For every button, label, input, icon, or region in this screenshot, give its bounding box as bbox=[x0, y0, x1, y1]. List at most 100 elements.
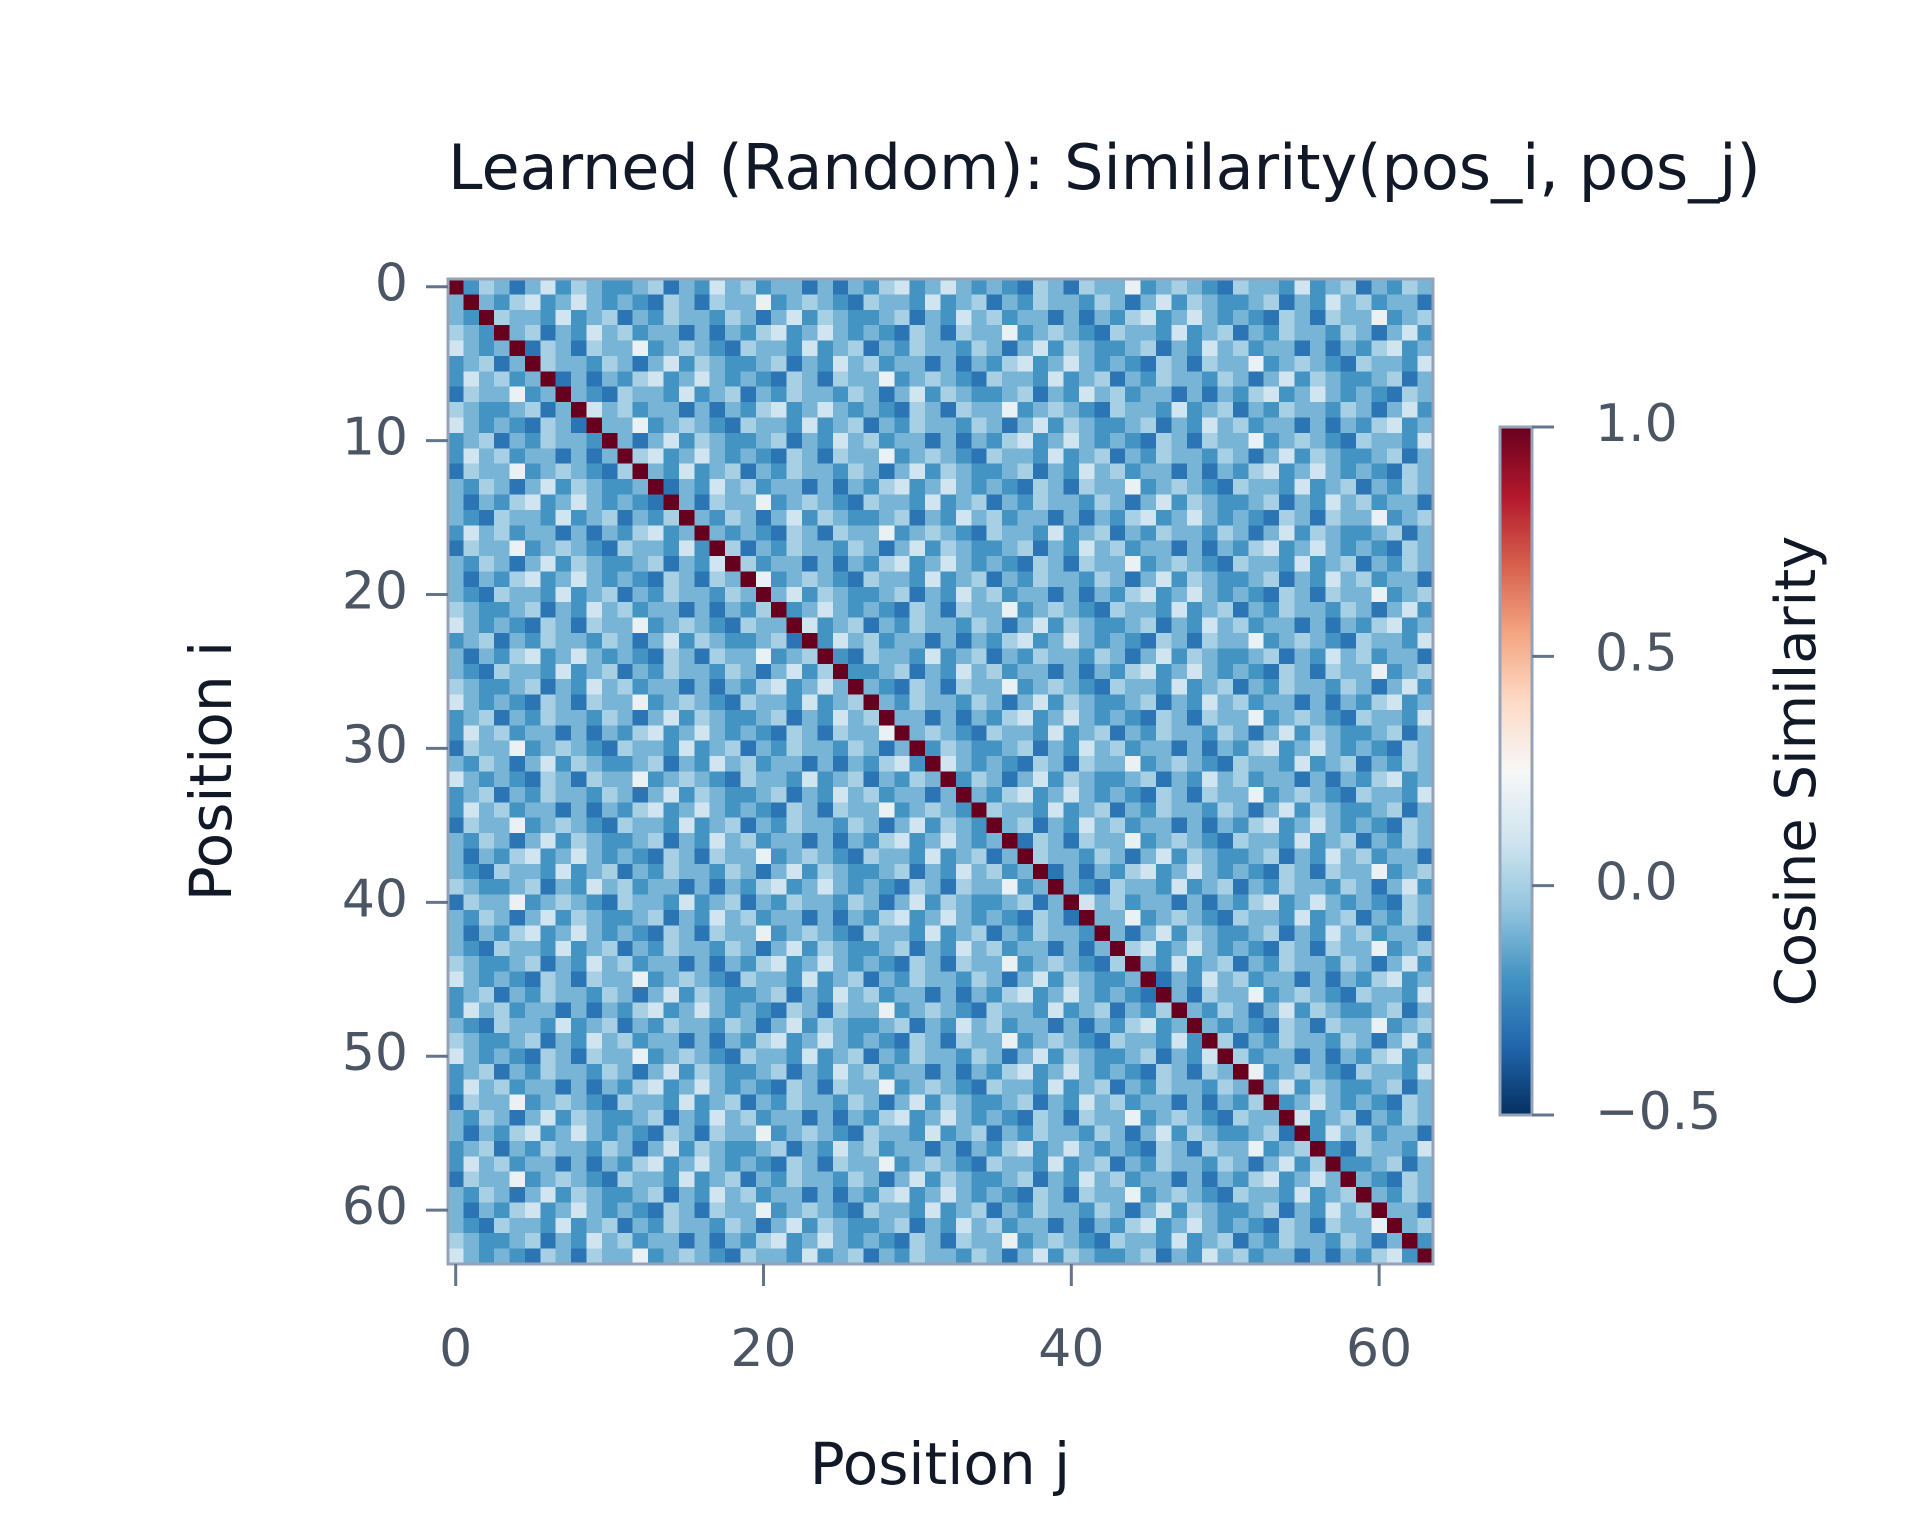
heatmap-cell bbox=[601, 894, 618, 911]
heatmap-cell bbox=[1371, 325, 1388, 342]
heatmap-cell bbox=[986, 279, 1003, 295]
heatmap-cell bbox=[694, 479, 711, 496]
heatmap-cell bbox=[955, 986, 972, 1003]
heatmap-cell bbox=[509, 340, 526, 357]
heatmap-cell bbox=[1017, 1171, 1034, 1188]
heatmap-cell bbox=[1309, 663, 1326, 680]
heatmap-cell bbox=[1017, 586, 1034, 603]
heatmap-cell bbox=[555, 956, 572, 973]
heatmap-cell bbox=[540, 910, 557, 927]
heatmap-cell bbox=[1017, 556, 1034, 573]
heatmap-cell bbox=[524, 863, 541, 880]
heatmap-cell bbox=[725, 617, 742, 634]
heatmap-cell bbox=[1263, 817, 1280, 834]
heatmap-cell bbox=[648, 309, 665, 326]
heatmap-cell bbox=[448, 294, 464, 311]
heatmap-cell bbox=[1048, 709, 1065, 726]
heatmap-cell bbox=[663, 525, 680, 542]
heatmap-cell bbox=[925, 432, 942, 449]
heatmap-cell bbox=[940, 709, 957, 726]
heatmap-cell bbox=[648, 448, 665, 465]
heatmap-cell bbox=[1186, 1125, 1203, 1142]
heatmap-cell bbox=[663, 617, 680, 634]
heatmap-cell bbox=[801, 386, 818, 403]
heatmap-cell bbox=[632, 509, 649, 526]
heatmap-cell bbox=[909, 1248, 926, 1265]
heatmap-cell bbox=[1386, 833, 1403, 850]
heatmap-cell bbox=[1325, 802, 1342, 819]
heatmap-cell bbox=[909, 925, 926, 942]
heatmap-cell bbox=[925, 479, 942, 496]
heatmap-cell bbox=[1017, 879, 1034, 896]
heatmap-cell bbox=[555, 1202, 572, 1219]
heatmap-cell bbox=[971, 648, 988, 665]
heatmap-cell bbox=[524, 663, 541, 680]
heatmap-cell bbox=[940, 663, 957, 680]
heatmap-cell bbox=[1140, 279, 1157, 295]
heatmap-cell bbox=[940, 371, 957, 388]
heatmap-cell bbox=[1402, 340, 1419, 357]
heatmap-cell bbox=[801, 648, 818, 665]
heatmap-cell bbox=[1155, 925, 1172, 942]
heatmap-cell bbox=[1063, 817, 1080, 834]
heatmap-cell bbox=[1417, 309, 1434, 326]
heatmap-cell bbox=[1125, 632, 1142, 649]
heatmap-cell bbox=[463, 1033, 480, 1050]
heatmap-cell bbox=[971, 417, 988, 434]
heatmap-cell bbox=[771, 725, 788, 742]
heatmap-cell bbox=[771, 586, 788, 603]
heatmap-cell bbox=[648, 833, 665, 850]
heatmap-cell bbox=[494, 1217, 511, 1234]
heatmap-cell bbox=[817, 709, 834, 726]
heatmap-cell bbox=[863, 894, 880, 911]
heatmap-cell bbox=[1094, 1048, 1111, 1065]
heatmap-cell bbox=[617, 910, 634, 927]
heatmap-cell bbox=[494, 986, 511, 1003]
heatmap-cell bbox=[1079, 463, 1096, 480]
heatmap-cell bbox=[1248, 833, 1265, 850]
heatmap-cell bbox=[1356, 925, 1373, 942]
heatmap-cell bbox=[1048, 1233, 1065, 1250]
heatmap-cell bbox=[1386, 586, 1403, 603]
heatmap-cell bbox=[494, 1248, 511, 1265]
heatmap-cell bbox=[1402, 540, 1419, 557]
heatmap-cell bbox=[740, 556, 757, 573]
heatmap-cell bbox=[1186, 925, 1203, 942]
heatmap-cell bbox=[1032, 402, 1049, 419]
heatmap-cell bbox=[601, 771, 618, 788]
heatmap-cell bbox=[678, 509, 695, 526]
heatmap-cell bbox=[1340, 1094, 1357, 1111]
heatmap-cell bbox=[1109, 833, 1126, 850]
heatmap-cell bbox=[463, 602, 480, 619]
heatmap-cell bbox=[1294, 494, 1311, 511]
heatmap-cell bbox=[955, 448, 972, 465]
heatmap-cell bbox=[1186, 1110, 1203, 1127]
heatmap-cell bbox=[1263, 863, 1280, 880]
heatmap-cell bbox=[801, 1002, 818, 1019]
heatmap-cell bbox=[1402, 448, 1419, 465]
heatmap-cell bbox=[786, 956, 803, 973]
heatmap-cell bbox=[1048, 894, 1065, 911]
heatmap-cell bbox=[1079, 956, 1096, 973]
heatmap-cell bbox=[1356, 386, 1373, 403]
heatmap-cell bbox=[1002, 325, 1019, 342]
heatmap-cell bbox=[1309, 1063, 1326, 1080]
heatmap-cell bbox=[1248, 509, 1265, 526]
heatmap-cell bbox=[1248, 694, 1265, 711]
heatmap-cell bbox=[1002, 863, 1019, 880]
heatmap-cell bbox=[1294, 556, 1311, 573]
heatmap-cell bbox=[1279, 279, 1296, 295]
heatmap-cell bbox=[1279, 1171, 1296, 1188]
heatmap-cell bbox=[940, 463, 957, 480]
heatmap-cell bbox=[524, 417, 541, 434]
heatmap-cell bbox=[1171, 556, 1188, 573]
heatmap-cell bbox=[725, 1017, 742, 1034]
heatmap-cell bbox=[1079, 1125, 1096, 1142]
heatmap-cell bbox=[848, 1248, 865, 1265]
heatmap-cell bbox=[1356, 279, 1373, 295]
heatmap-cell bbox=[1109, 448, 1126, 465]
heatmap-cell bbox=[494, 617, 511, 634]
heatmap-cell bbox=[971, 525, 988, 542]
heatmap-cell bbox=[1202, 463, 1219, 480]
heatmap-cell bbox=[448, 355, 464, 372]
